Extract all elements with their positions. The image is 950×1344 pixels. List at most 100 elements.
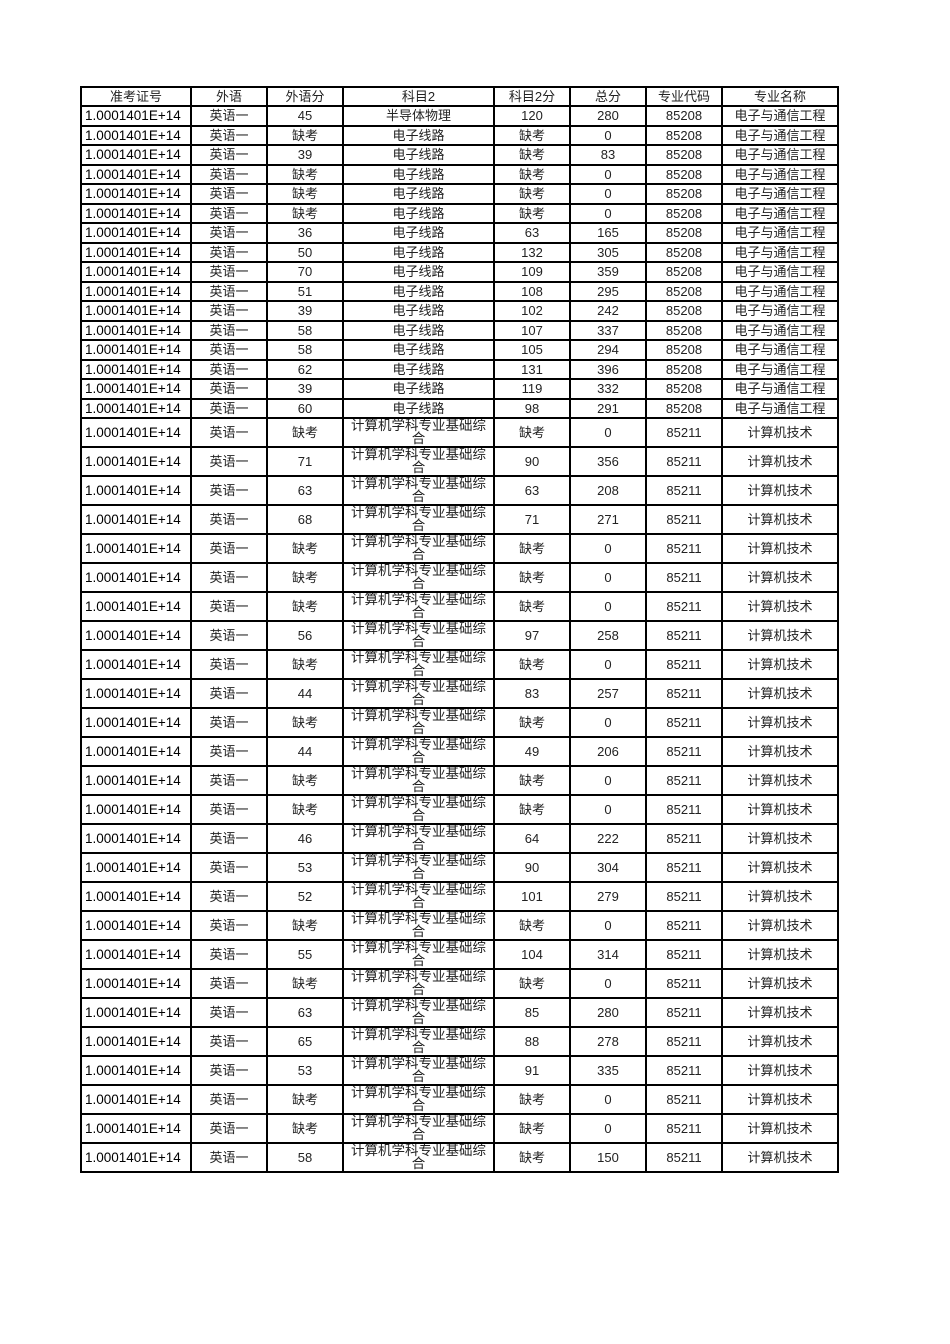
foreign-language-cell: 英语一 — [190, 319, 268, 341]
subject2-score-cell: 83 — [493, 678, 571, 709]
major-name-cell: 电子与通信工程 — [721, 222, 839, 244]
major-name-cell: 计算机技术 — [721, 620, 839, 651]
subject2-score-cell: 102 — [493, 300, 571, 322]
total-score-cell: 257 — [569, 678, 647, 709]
subject2-cell: 计算机学科专业基础综合 — [342, 475, 495, 506]
major-name-cell: 计算机技术 — [721, 707, 839, 738]
table-row: 1.0001401E+14 英语一 55 计算机学科专业基础综合 104 314 85211… — [80, 939, 839, 970]
exam-id-cell: 1.0001401E+14 — [80, 881, 192, 912]
foreign-language-cell: 英语一 — [190, 620, 268, 651]
table-row: 1.0001401E+14 英语一 46 计算机学科专业基础综合 64 222 85211 计… — [80, 823, 839, 854]
major-code-cell: 85211 — [645, 910, 723, 941]
subject2-score-cell: 缺考 — [493, 417, 571, 448]
major-code-cell: 85211 — [645, 591, 723, 622]
total-score-cell: 271 — [569, 504, 647, 535]
subject2-cell: 计算机学科专业基础综合 — [342, 446, 495, 477]
subject2-cell: 计算机学科专业基础综合 — [342, 852, 495, 883]
major-name-cell: 计算机技术 — [721, 1026, 839, 1057]
exam-id-cell: 1.0001401E+14 — [80, 105, 192, 127]
foreign-score-cell: 缺考 — [266, 794, 344, 825]
exam-id-cell: 1.0001401E+14 — [80, 417, 192, 448]
foreign-score-cell: 45 — [266, 105, 344, 127]
subject2-score-cell: 缺考 — [493, 1113, 571, 1144]
major-code-cell: 85211 — [645, 562, 723, 593]
major-code-cell: 85208 — [645, 261, 723, 283]
total-score-cell: 222 — [569, 823, 647, 854]
table-row: 1.0001401E+14 英语一 58 电子线路 105 294 85208 电子与通信工程 — [80, 339, 839, 361]
subject2-cell: 计算机学科专业基础综合 — [342, 533, 495, 564]
foreign-score-cell: 36 — [266, 222, 344, 244]
exam-id-cell: 1.0001401E+14 — [80, 794, 192, 825]
major-name-cell: 计算机技术 — [721, 997, 839, 1028]
major-name-cell: 电子与通信工程 — [721, 144, 839, 166]
subject2-cell: 电子线路 — [342, 319, 495, 341]
table-row: 1.0001401E+14 英语一 缺考 计算机学科专业基础综合 缺考 0 85211 计算机… — [80, 649, 839, 680]
foreign-language-cell: 英语一 — [190, 504, 268, 535]
subject2-cell: 计算机学科专业基础综合 — [342, 939, 495, 970]
total-score-cell: 337 — [569, 319, 647, 341]
subject2-cell: 计算机学科专业基础综合 — [342, 504, 495, 535]
foreign-language-cell: 英语一 — [190, 1055, 268, 1086]
table-row: 1.0001401E+14 英语一 缺考 计算机学科专业基础综合 缺考 0 85211 计算机… — [80, 968, 839, 999]
foreign-language-cell: 英语一 — [190, 765, 268, 796]
subject2-cell: 电子线路 — [342, 358, 495, 380]
table-row: 1.0001401E+14 英语一 缺考 计算机学科专业基础综合 缺考 0 85211 计算机… — [80, 910, 839, 941]
major-name-cell: 计算机技术 — [721, 910, 839, 941]
total-score-cell: 0 — [569, 765, 647, 796]
major-name-cell: 计算机技术 — [721, 475, 839, 506]
major-code-cell: 85211 — [645, 1084, 723, 1115]
total-score-cell: 0 — [569, 183, 647, 205]
major-code-cell: 85211 — [645, 504, 723, 535]
exam-id-cell: 1.0001401E+14 — [80, 339, 192, 361]
subject2-score-cell: 缺考 — [493, 124, 571, 146]
foreign-language-cell: 英语一 — [190, 378, 268, 400]
table-row: 1.0001401E+14 英语一 71 计算机学科专业基础综合 90 356 85211 计… — [80, 446, 839, 477]
subject2-score-cell: 缺考 — [493, 707, 571, 738]
foreign-score-cell: 53 — [266, 852, 344, 883]
table-row: 1.0001401E+14 英语一 缺考 计算机学科专业基础综合 缺考 0 85211 计算机… — [80, 533, 839, 564]
table-row: 1.0001401E+14 英语一 39 电子线路 119 332 85208 电子与通信工程 — [80, 378, 839, 400]
header-subject2: 科目2 — [342, 86, 495, 107]
major-code-cell: 85208 — [645, 144, 723, 166]
foreign-score-cell: 缺考 — [266, 968, 344, 999]
foreign-language-cell: 英语一 — [190, 533, 268, 564]
major-code-cell: 85211 — [645, 475, 723, 506]
exam-id-cell: 1.0001401E+14 — [80, 504, 192, 535]
foreign-score-cell: 44 — [266, 678, 344, 709]
major-name-cell: 计算机技术 — [721, 968, 839, 999]
major-name-cell: 计算机技术 — [721, 649, 839, 680]
major-code-cell: 85211 — [645, 794, 723, 825]
exam-id-cell: 1.0001401E+14 — [80, 1113, 192, 1144]
major-code-cell: 85208 — [645, 397, 723, 419]
subject2-score-cell: 64 — [493, 823, 571, 854]
foreign-score-cell: 39 — [266, 378, 344, 400]
subject2-score-cell: 98 — [493, 397, 571, 419]
total-score-cell: 206 — [569, 736, 647, 767]
subject2-score-cell: 缺考 — [493, 649, 571, 680]
table-row: 1.0001401E+14 英语一 缺考 计算机学科专业基础综合 缺考 0 85211 计算机… — [80, 1113, 839, 1144]
major-code-cell: 85211 — [645, 1055, 723, 1086]
foreign-score-cell: 46 — [266, 823, 344, 854]
header-subject2-score: 科目2分 — [493, 86, 571, 107]
major-name-cell: 计算机技术 — [721, 1142, 839, 1173]
exam-id-cell: 1.0001401E+14 — [80, 358, 192, 380]
total-score-cell: 332 — [569, 378, 647, 400]
subject2-cell: 计算机学科专业基础综合 — [342, 649, 495, 680]
exam-id-cell: 1.0001401E+14 — [80, 736, 192, 767]
foreign-language-cell: 英语一 — [190, 910, 268, 941]
foreign-language-cell: 英语一 — [190, 280, 268, 302]
total-score-cell: 165 — [569, 222, 647, 244]
total-score-cell: 0 — [569, 202, 647, 224]
foreign-language-cell: 英语一 — [190, 163, 268, 185]
major-code-cell: 85208 — [645, 163, 723, 185]
table-row: 1.0001401E+14 英语一 60 电子线路 98 291 85208 电子与通信工程 — [80, 397, 839, 419]
exam-id-cell: 1.0001401E+14 — [80, 1026, 192, 1057]
major-code-cell: 85211 — [645, 417, 723, 448]
header-foreign-language: 外语 — [190, 86, 268, 107]
foreign-score-cell: 缺考 — [266, 183, 344, 205]
table-body: 1.0001401E+14 英语一 45 半导体物理 120 280 85208 电子与通信工… — [80, 105, 839, 1173]
subject2-cell: 计算机学科专业基础综合 — [342, 591, 495, 622]
major-name-cell: 计算机技术 — [721, 562, 839, 593]
exam-id-cell: 1.0001401E+14 — [80, 968, 192, 999]
table-row: 1.0001401E+14 英语一 45 半导体物理 120 280 85208 电子与通信工… — [80, 105, 839, 127]
